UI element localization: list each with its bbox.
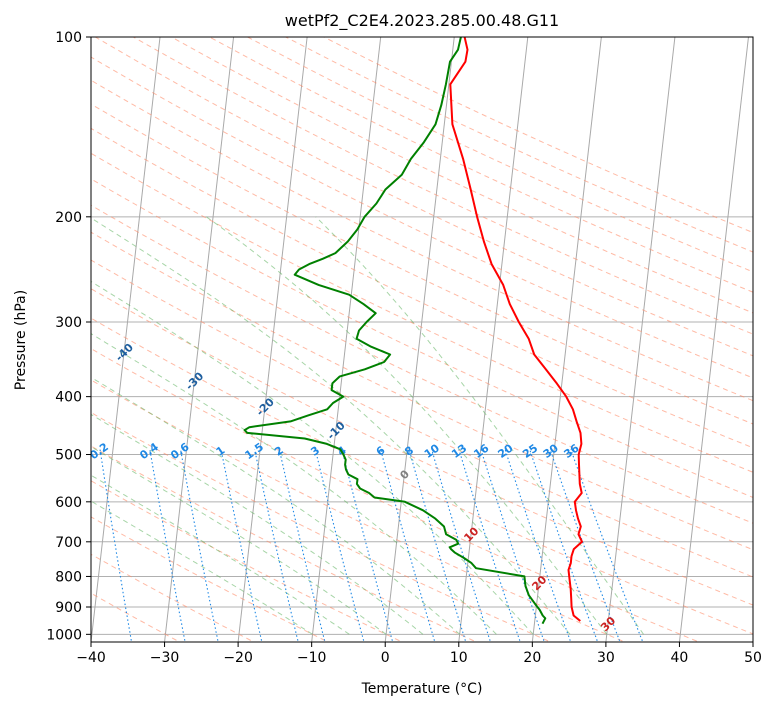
- y-tick-label: 900: [55, 600, 82, 616]
- isotherm-line: [531, 37, 602, 642]
- mixing-ratio-line: [570, 449, 644, 642]
- mixing-ratio-line: [220, 449, 263, 642]
- isotherm-line: [384, 37, 455, 642]
- moist-adiabat: [91, 446, 387, 635]
- x-tick-label: 20: [523, 650, 541, 666]
- x-tick-label: −20: [223, 650, 253, 666]
- isotherm-line: [237, 37, 308, 642]
- auxiliary-lines: [91, 37, 753, 642]
- dry-adiabat: [91, 411, 552, 642]
- temperature-line: [449, 37, 583, 622]
- x-tick-label: −10: [297, 650, 327, 666]
- grid-layer: [91, 37, 753, 642]
- chart-title: wetPf2_C2E4.2023.285.00.48.G11: [285, 11, 559, 31]
- dry-adiabat: [91, 259, 753, 578]
- y-tick-label: 1000: [46, 627, 82, 643]
- isotherm-line: [605, 37, 676, 642]
- y-tick-label: 700: [55, 535, 82, 551]
- isotherm-line: [311, 37, 382, 642]
- mixing-ratio-line: [278, 449, 326, 642]
- mixing-ratio-line: [314, 449, 365, 642]
- dry-adiabat: [209, 37, 753, 293]
- x-tick-label: 40: [671, 650, 689, 666]
- moist-adiabat: [91, 217, 571, 635]
- x-tick-label: 30: [597, 650, 615, 666]
- moist-adiabat: [206, 216, 608, 635]
- y-tick-label: 500: [55, 448, 82, 464]
- y-tick-label: 200: [55, 210, 82, 226]
- dry-adiabat: [91, 553, 256, 642]
- dry-adiabat: [91, 231, 753, 551]
- y-tick-label: 600: [55, 495, 82, 511]
- moist-adiabat: [315, 216, 644, 635]
- x-tick-label: 10: [450, 650, 468, 666]
- dry-adiabat: [94, 37, 753, 357]
- x-tick-label: 50: [744, 650, 762, 666]
- moist-adiabat: [91, 376, 461, 635]
- dry-adiabat: [91, 379, 627, 642]
- dry-adiabat: [91, 516, 330, 642]
- mixing-ratio-line: [179, 449, 219, 642]
- x-tick-label: 0: [381, 650, 390, 666]
- plot-frame: [90, 36, 754, 643]
- x-axis-label: Temperature (°C): [361, 681, 483, 697]
- isotherm-line: [458, 37, 529, 642]
- mixing-ratio-line: [480, 449, 545, 642]
- x-tick-label: −30: [150, 650, 180, 666]
- mixing-ratio-line: [380, 449, 436, 642]
- mixing-ratio-line: [99, 449, 133, 642]
- isotherm-line: [164, 37, 235, 642]
- moist-adiabat: [91, 333, 497, 635]
- dry-adiabat: [91, 445, 478, 642]
- dry-adiabat: [91, 348, 701, 642]
- mixing-ratio-line: [254, 449, 299, 642]
- y-tick-label: 800: [55, 569, 82, 585]
- mixing-ratio-line: [549, 449, 621, 642]
- dewpoint-line: [243, 37, 547, 625]
- isotherm-line: [678, 37, 749, 642]
- mixing-ratio-line: [408, 449, 467, 642]
- moist-adiabat: [91, 474, 350, 635]
- moist-adiabat: [91, 413, 424, 635]
- y-axis-label: Pressure (hPa): [13, 290, 29, 390]
- axes: −40 −30 −20 −10 0 10 20 30 40 50 100 200 300 400 500 60…: [46, 30, 762, 666]
- mixing-ratio-line: [149, 449, 186, 642]
- dry-adiabat: [91, 317, 753, 635]
- mixing-ratio-line: [341, 449, 394, 642]
- y-tick-label: 300: [55, 315, 82, 331]
- y-tick-label: 100: [55, 30, 82, 46]
- mixing-ratio-line: [504, 449, 572, 642]
- mixing-ratio-line: [431, 449, 492, 642]
- y-tick-label: 400: [55, 390, 82, 406]
- mixing-ratio-line: [458, 449, 521, 642]
- dry-adiabat: [91, 178, 753, 498]
- dry-adiabat: [91, 79, 753, 402]
- isotherm-line: [91, 37, 161, 642]
- profile-lines: [243, 37, 583, 625]
- x-tick-label: −40: [76, 650, 106, 666]
